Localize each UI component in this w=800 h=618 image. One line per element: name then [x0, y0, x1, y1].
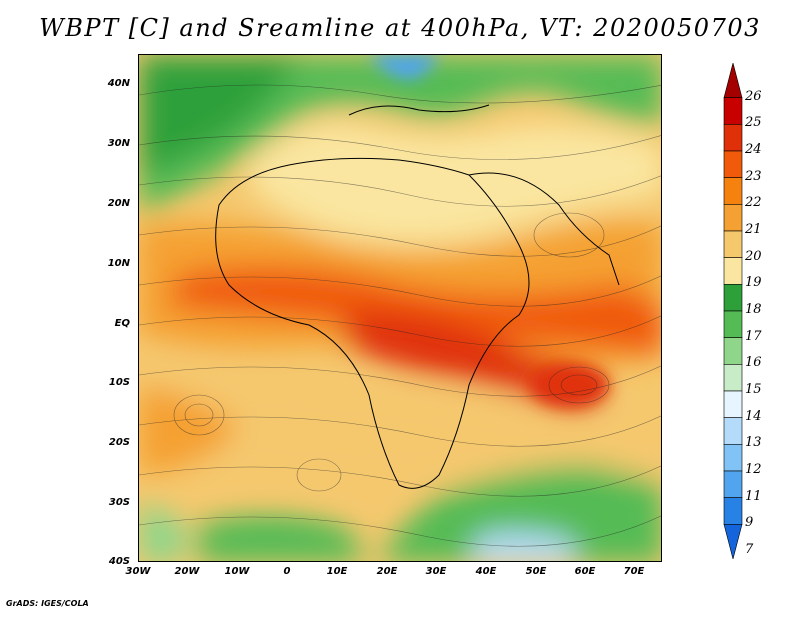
colorbar-label: 19 — [745, 275, 762, 291]
weather-map — [138, 54, 662, 562]
lat-label: 10S — [108, 377, 130, 388]
colorbar-label: 22 — [745, 195, 762, 211]
colorbar-label: 18 — [745, 302, 762, 317]
colorbar-segment — [723, 310, 743, 338]
colorbar-segment — [723, 97, 743, 125]
lon-label: 20W — [174, 566, 200, 577]
lat-label: 40N — [107, 78, 130, 89]
lat-label: 20S — [108, 437, 130, 448]
map-title: WBPT [C] and Sreamline at 400hPa, VT: 20… — [39, 14, 761, 42]
lat-label: 10N — [107, 258, 130, 269]
colorbar-label: 9 — [745, 515, 754, 531]
colorbar-label: 13 — [745, 435, 762, 451]
colorbar-label: 23 — [745, 168, 762, 184]
colorbar-segment — [723, 257, 743, 285]
colorbar-label: 21 — [745, 222, 762, 237]
colorbar-segment — [723, 417, 743, 445]
lat-label: 30N — [107, 138, 130, 149]
colorbar-segment — [723, 177, 743, 205]
colorbar-segment — [723, 150, 743, 178]
lat-label: 30S — [108, 497, 130, 508]
colorbar-segment — [723, 230, 743, 258]
lon-label: 50E — [525, 566, 547, 577]
colorbar-label: 15 — [745, 382, 762, 397]
lon-label: 20E — [376, 566, 398, 577]
colorbar-label: 7 — [745, 542, 754, 557]
lon-label: 30E — [425, 566, 447, 577]
colorbar-segment — [723, 524, 743, 559]
colorbar — [723, 63, 743, 559]
colorbar-segment — [723, 470, 743, 498]
lon-label: 10W — [224, 566, 250, 577]
colorbar-label: 25 — [745, 115, 762, 131]
colorbar-label: 16 — [745, 355, 762, 371]
lat-label: EQ — [114, 318, 130, 329]
lon-label: 70E — [623, 566, 645, 577]
colorbar-segment — [723, 284, 743, 312]
colorbar-label: 17 — [745, 328, 762, 344]
colorbar-label: 12 — [745, 462, 762, 477]
colorbar-segment — [723, 444, 743, 472]
lon-label: 30W — [125, 566, 151, 577]
colorbar-segment — [723, 497, 743, 525]
colorbar-segment — [723, 337, 743, 365]
lon-label: 0 — [283, 566, 291, 577]
lon-label: 10E — [326, 566, 348, 577]
colorbar-segment — [723, 204, 743, 232]
colorbar-segment — [723, 364, 743, 392]
wbpt-field — [139, 55, 661, 561]
colorbar-label: 26 — [745, 88, 762, 104]
lon-label: 40E — [475, 566, 497, 577]
lon-label: 60E — [574, 566, 596, 577]
colorbar-segment — [723, 124, 743, 152]
colorbar-label: 20 — [745, 248, 762, 264]
lat-label: 20N — [107, 198, 130, 209]
lat-label: 40S — [108, 556, 130, 567]
colorbar-segment — [723, 63, 743, 98]
colorbar-label: 24 — [745, 142, 762, 157]
footer-credit: GrADS: IGES/COLA — [6, 599, 89, 608]
colorbar-label: 11 — [745, 488, 762, 504]
colorbar-segment — [723, 390, 743, 418]
colorbar-label: 14 — [745, 408, 762, 424]
